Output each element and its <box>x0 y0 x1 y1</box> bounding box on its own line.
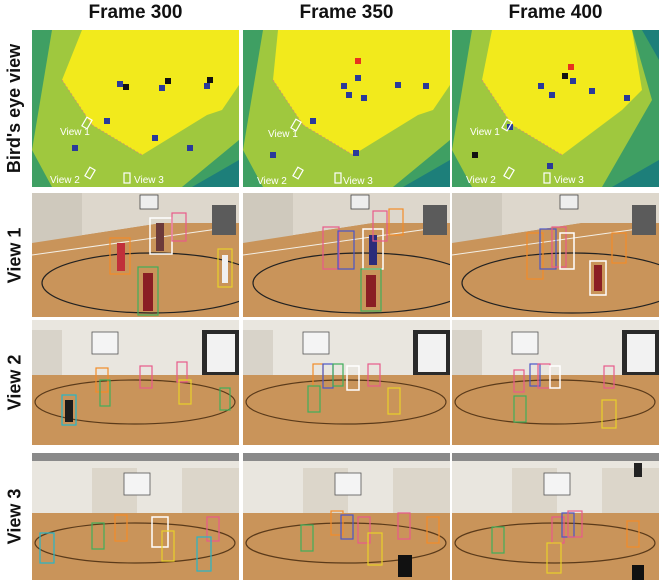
column-title-frame-350: Frame 350 <box>299 2 394 23</box>
birds-eye-panel-frame-300: View 1 View 2 View 3 <box>32 30 239 187</box>
bev-view-3-label: View 3 <box>554 175 584 186</box>
row-label-view-1-text: View 1 <box>4 227 25 283</box>
row-label-view-3: View 3 <box>0 453 30 580</box>
view2-frame-400 <box>452 320 659 445</box>
view1-frame-350 <box>243 193 450 317</box>
bev-view-1-label: View 1 <box>470 127 500 138</box>
row-label-view-3-text: View 3 <box>4 488 25 545</box>
column-title-frame-300: Frame 300 <box>88 2 183 23</box>
row-label-birds-eye: Bird's eye view <box>0 30 30 187</box>
row-label-view-2-text: View 2 <box>4 354 25 411</box>
bev-view-1-label: View 1 <box>268 129 298 140</box>
bev-view-1-label: View 1 <box>60 127 90 138</box>
bev-view-2-label: View 2 <box>257 176 287 187</box>
view1-frame-300 <box>32 193 239 317</box>
bev-view-2-label: View 2 <box>50 175 80 186</box>
birds-eye-panel-frame-400: View 1 View 2 View 3 <box>452 30 659 187</box>
view3-frame-350 <box>243 453 450 580</box>
bev-view-3-label: View 3 <box>343 176 373 187</box>
birds-eye-panel-frame-350: View 1 View 2 View 3 <box>243 30 450 187</box>
bev-view-3-label: View 3 <box>134 175 164 186</box>
bev-view-2-label: View 2 <box>466 175 496 186</box>
row-label-view-1: View 1 <box>0 193 30 317</box>
view1-frame-400 <box>452 193 659 317</box>
view2-frame-350 <box>243 320 450 445</box>
view3-frame-300 <box>32 453 239 580</box>
row-label-birds-eye-text: Bird's eye view <box>4 43 25 174</box>
view2-frame-300 <box>32 320 239 445</box>
view3-frame-400 <box>452 453 659 580</box>
row-label-view-2: View 2 <box>0 320 30 445</box>
column-title-frame-400: Frame 400 <box>508 2 603 23</box>
